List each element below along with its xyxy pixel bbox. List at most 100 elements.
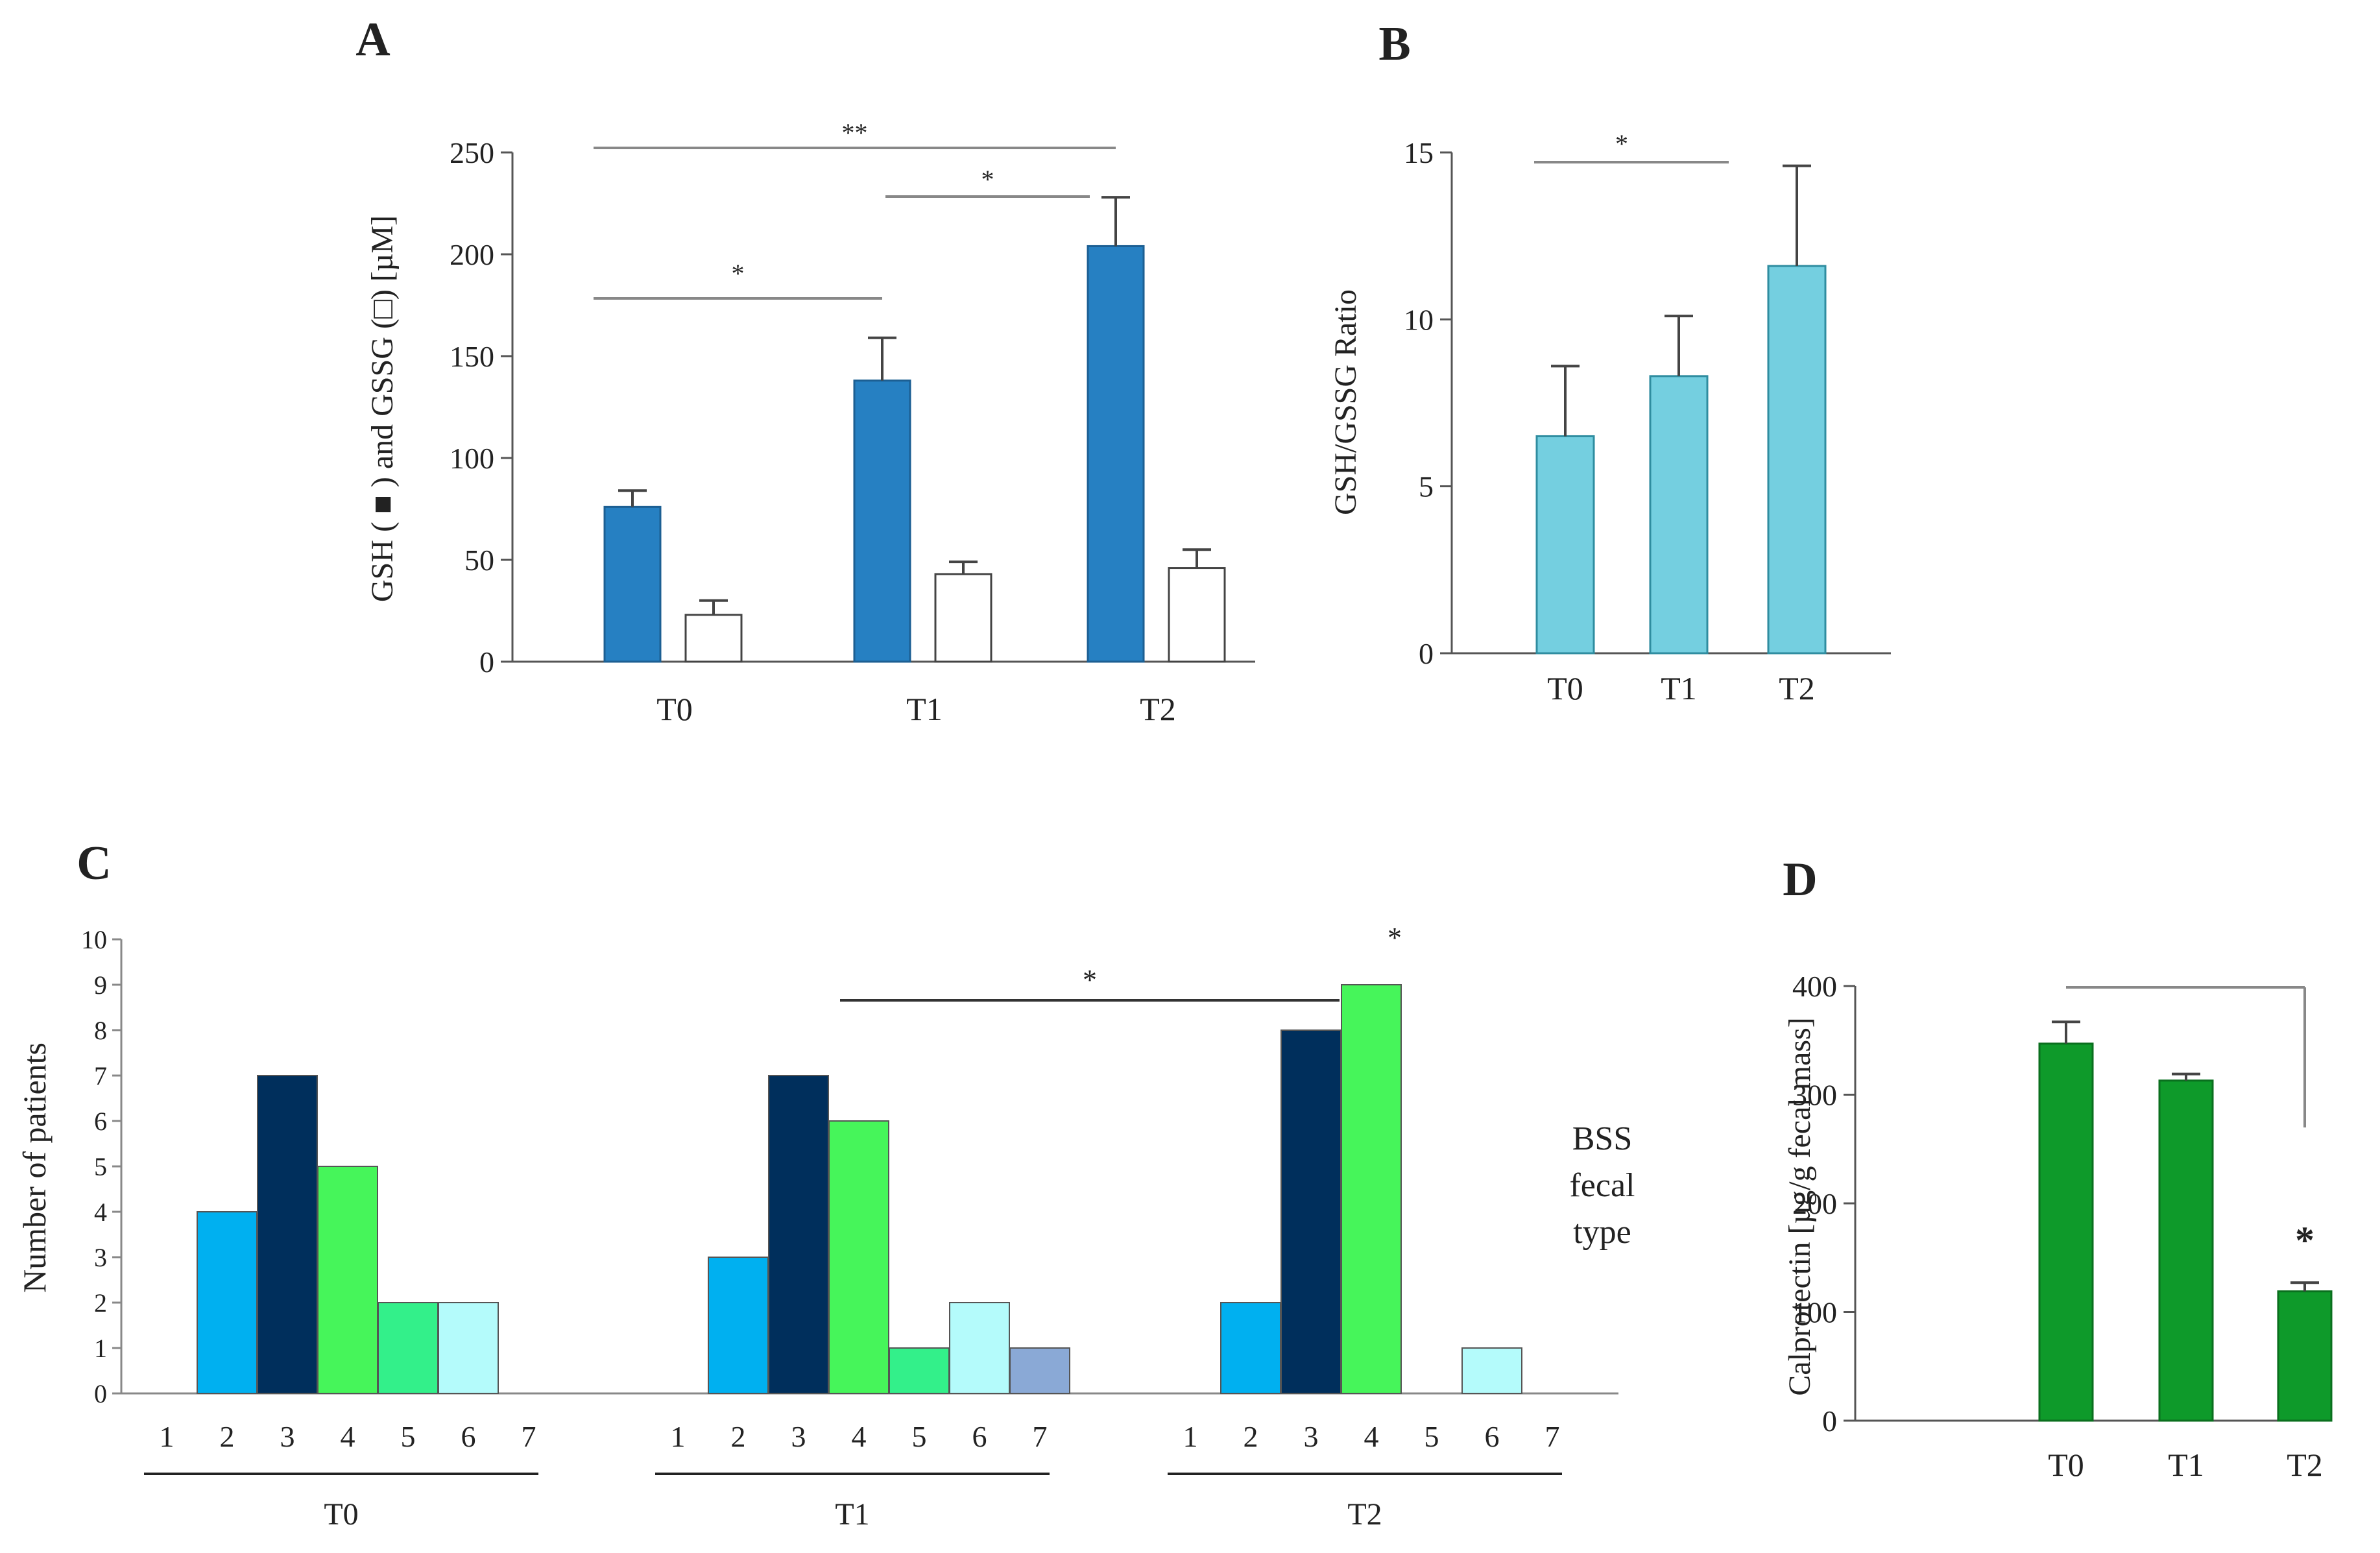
panel-a-x-tick-label: T2: [1140, 691, 1176, 727]
panel-c-y-tick-label: 8: [94, 1016, 107, 1045]
panel-c-type-label: 4: [1364, 1420, 1379, 1453]
panel-c-type-label: 2: [220, 1420, 235, 1453]
panel-c-legend-text: fecal: [1569, 1167, 1635, 1204]
panel-c-group-label: T1: [835, 1497, 869, 1532]
panel-b-bar: [1767, 265, 1827, 655]
panel-c-y-tick-label: 3: [94, 1243, 107, 1272]
panel-b-x-tick-label: T2: [1779, 670, 1815, 706]
panel-c-type-label: 4: [852, 1420, 867, 1453]
panel-c-y-tick-label: 5: [94, 1152, 107, 1181]
panel-b-letter: B: [1378, 18, 1410, 71]
panel-a-y-tick-label: 200: [450, 238, 494, 271]
panel-a-bar: [1087, 245, 1145, 663]
panel-a-y-label: GSH ( ■ ) and GSSG (□) [µM]: [365, 215, 400, 602]
panel-c-bar: [317, 1166, 378, 1394]
panel-c-legend-text: type: [1573, 1214, 1631, 1251]
panel-c-legend-text: BSS: [1572, 1120, 1633, 1157]
panel-c-type-label: 7: [1033, 1420, 1048, 1453]
panel-c-bar: [889, 1347, 950, 1394]
panel-d-bar: [2158, 1079, 2214, 1422]
panel-c-bar: [1220, 1302, 1281, 1394]
panel-d-x-tick-label: T0: [2048, 1447, 2084, 1483]
panel-c-type-label: 6: [1485, 1420, 1500, 1453]
panel-b-y-tick-label: 0: [1419, 637, 1434, 670]
panel-c-group-label: T2: [1347, 1497, 1382, 1532]
panel-d-y-tick-label: 400: [1792, 970, 1837, 1003]
panel-c-bar: [1341, 984, 1402, 1394]
panel-c-type-label: 2: [1244, 1420, 1258, 1453]
panel-c-type-label: 7: [1545, 1420, 1560, 1453]
panel-a-bar: [684, 614, 743, 663]
panel-c-type-label: 3: [791, 1420, 806, 1453]
panel-c-significance-mark: *: [1083, 964, 1097, 996]
panel-b-y-tick-label: 15: [1404, 136, 1434, 169]
panel-d-y-label: Calprotectin [µg/g fecal mass]: [1783, 1017, 1817, 1395]
panel-a-letter: A: [355, 13, 390, 66]
panel-c-bar: [197, 1211, 258, 1394]
panel-d-x-tick-label: T2: [2287, 1447, 2323, 1483]
panel-c-type-label: 1: [1183, 1420, 1198, 1453]
panel-c-bar: [438, 1302, 499, 1394]
panel-b-y-tick-label: 5: [1419, 470, 1434, 503]
panel-a-y-tick-label: 150: [450, 340, 494, 373]
panel-a-bar: [934, 573, 992, 663]
panel-b-x-tick-label: T1: [1661, 670, 1697, 706]
panel-c-y-tick-label: 9: [94, 970, 107, 1000]
panel-c-y-tick-label: 6: [94, 1107, 107, 1136]
panel-a-bar: [1168, 567, 1226, 663]
panel-c-bar: [378, 1302, 439, 1394]
panel-c-bar: [1280, 1029, 1341, 1394]
panel-c-type-label: 5: [1424, 1420, 1439, 1453]
panel-a-x-tick-label: T0: [656, 691, 693, 727]
panel-c-bar: [1009, 1347, 1070, 1394]
panel-c-bar: [708, 1257, 769, 1394]
panel-c-bar: [768, 1075, 829, 1394]
panel-c-type-label: 3: [280, 1420, 295, 1453]
panel-b-y-tick-label: 10: [1404, 303, 1434, 336]
panel-c-significance-mark: *: [1388, 922, 1402, 954]
panel-d-x-tick-label: T1: [2168, 1447, 2204, 1483]
panel-d-bar: [2277, 1290, 2333, 1422]
panel-d-significance-mark: *: [2295, 1219, 2314, 1262]
panel-d-bar: [2038, 1042, 2094, 1422]
panel-c-y-label: Number of patients: [16, 1042, 53, 1293]
panel-a-bar: [603, 505, 662, 663]
panel-d-y-tick-label: 200: [1792, 1187, 1837, 1220]
panel-c-y-tick-label: 4: [94, 1198, 107, 1227]
panel-c-type-label: 4: [341, 1420, 355, 1453]
panel-a-significance-mark: *: [732, 259, 745, 288]
panel-c-letter: C: [77, 837, 111, 890]
panel-c-y-tick-label: 2: [94, 1288, 107, 1318]
panel-a-y-tick-label: 250: [450, 136, 494, 169]
panel-d-y-tick-label: 300: [1792, 1079, 1837, 1112]
panel-c-type-label: 7: [522, 1420, 536, 1453]
panel-c-bar: [257, 1075, 318, 1394]
panel-c-type-label: 3: [1304, 1420, 1319, 1453]
panel-c-type-label: 5: [912, 1420, 927, 1453]
panel-c-y-tick-label: 10: [81, 925, 107, 954]
panel-b-bar: [1649, 375, 1709, 655]
panel-c-y-tick-label: 1: [94, 1334, 107, 1363]
panel-b-x-tick-label: T0: [1547, 670, 1583, 706]
panel-a-y-tick-label: 0: [479, 645, 494, 679]
panel-a-y-tick-label: 100: [450, 442, 494, 475]
panel-d-y-tick-label: 100: [1792, 1296, 1837, 1329]
panel-c-type-label: 1: [671, 1420, 686, 1453]
panel-c-type-label: 5: [401, 1420, 416, 1453]
panel-c-type-label: 2: [731, 1420, 746, 1453]
panel-c-y-tick-label: 0: [94, 1379, 107, 1408]
panel-c-bar: [828, 1120, 889, 1394]
panel-a-bar: [853, 379, 911, 663]
panel-a-significance-mark: **: [842, 118, 868, 147]
panel-c-type-label: 1: [160, 1420, 174, 1453]
panel-b-y-label: GSH/GSSG Ratio: [1328, 289, 1363, 515]
panel-b-significance-mark: *: [1615, 129, 1628, 158]
panel-d-letter: D: [1783, 853, 1817, 906]
panel-c-group-label: T0: [324, 1497, 358, 1532]
panel-a-significance-mark: *: [981, 165, 994, 194]
panel-a-y-tick-label: 50: [464, 544, 494, 577]
panel-c-type-label: 6: [461, 1420, 476, 1453]
panel-b-bar: [1535, 435, 1595, 655]
panel-d-y-tick-label: 0: [1822, 1404, 1837, 1438]
